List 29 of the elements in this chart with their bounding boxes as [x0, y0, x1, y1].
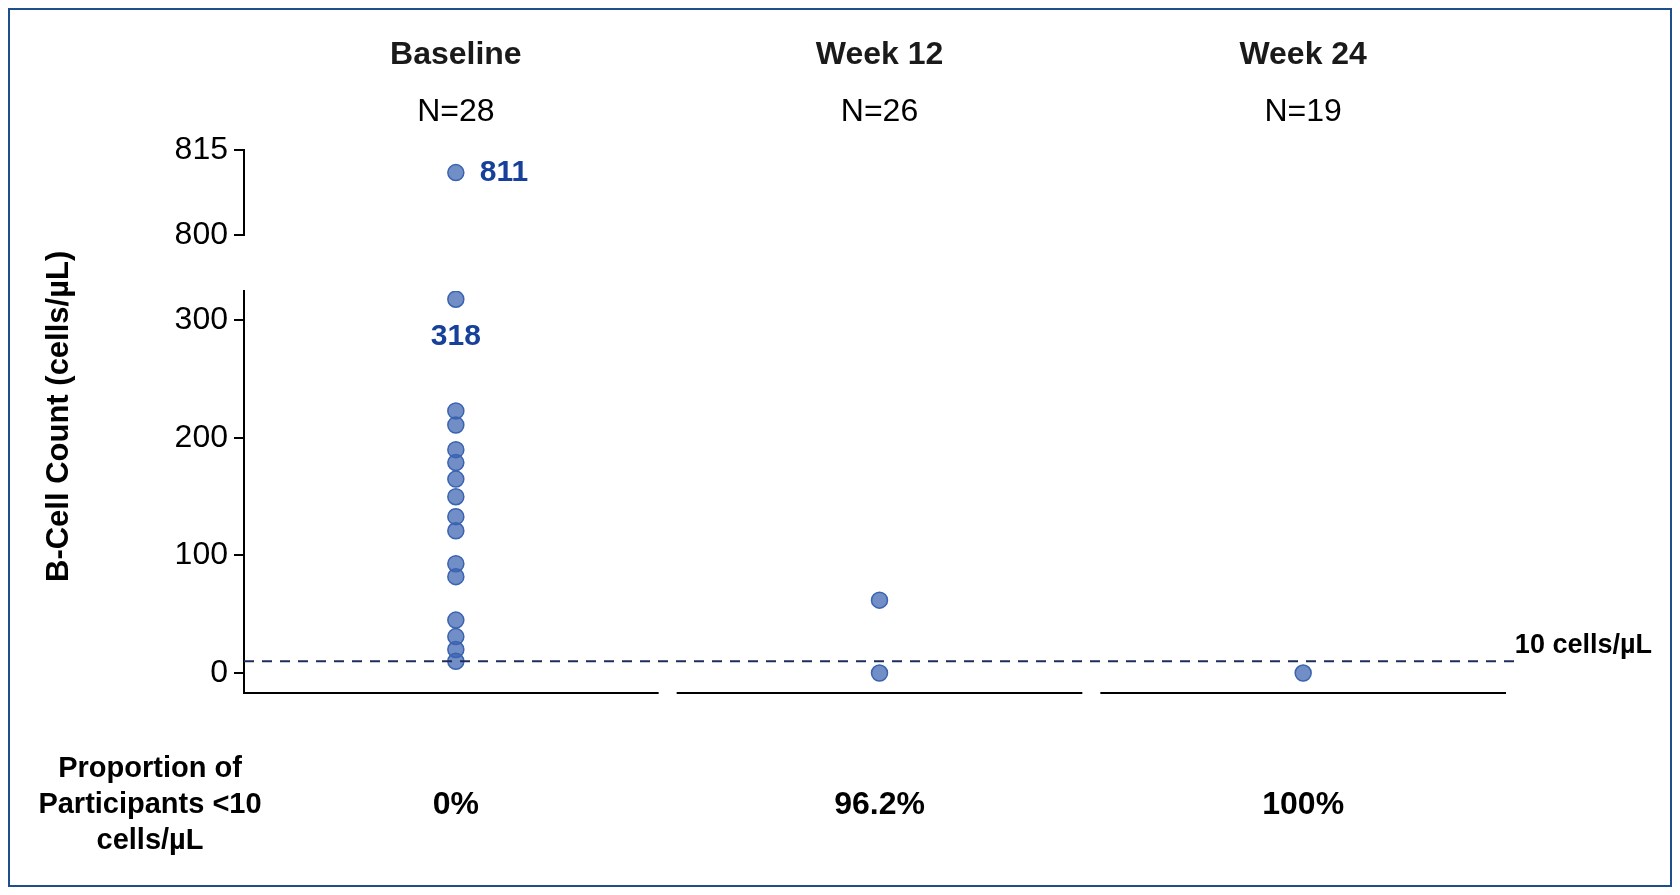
y-tick-label: 815 [174, 129, 228, 166]
text: N=26 [840, 91, 919, 128]
text: Proportion of Participants <10 cells/µL [38, 751, 262, 855]
point [447, 507, 465, 526]
y-tick-label: 300 [174, 300, 228, 337]
annotation: 318 [430, 318, 481, 352]
point [447, 611, 465, 629]
point [447, 440, 465, 459]
annotation: 811 [479, 153, 529, 187]
text: N=19 [1264, 91, 1342, 128]
point [447, 554, 465, 573]
point [447, 470, 465, 488]
ref-line-label: 10 cells/µL [1514, 629, 1652, 660]
y-tick-label: 800 [174, 214, 228, 251]
y-tick-label: 200 [174, 417, 228, 454]
point [447, 627, 465, 646]
x-tick-label: Week 24 [1239, 34, 1368, 71]
text: 96.2% [834, 784, 925, 821]
x-tick-label: Week 12 [815, 34, 944, 71]
y-axis-title: B-Cell Count (cells/µL) [39, 249, 76, 585]
x-tick-label: Baseline [390, 34, 522, 71]
y-tick-label: 100 [174, 535, 228, 572]
point [447, 291, 465, 308]
text: 100% [1262, 784, 1345, 821]
point [447, 487, 465, 506]
text: N=28 [417, 91, 495, 128]
text: 0% [432, 784, 479, 821]
y-tick-label: 0 [210, 652, 228, 689]
point [447, 402, 465, 420]
